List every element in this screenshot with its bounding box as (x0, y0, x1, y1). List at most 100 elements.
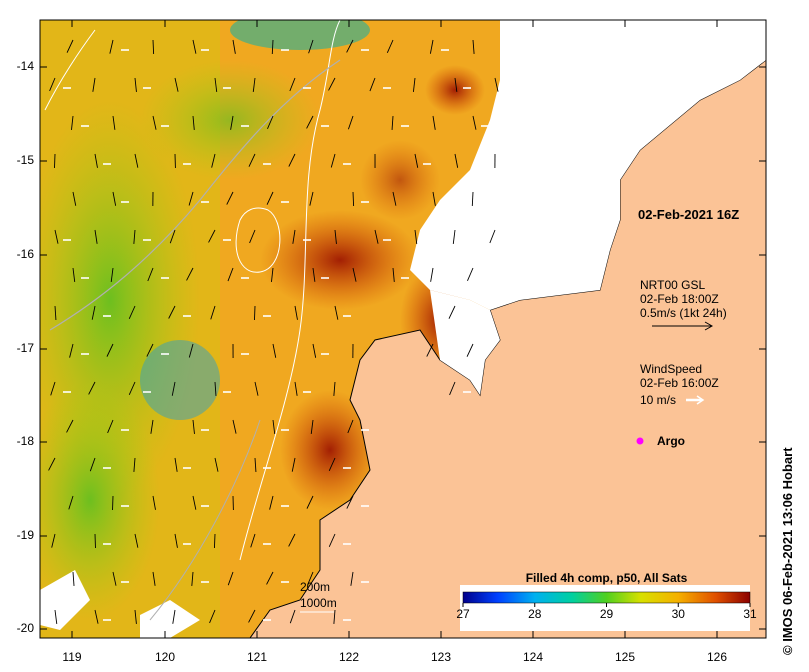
colorbar (462, 591, 751, 604)
current-arrow (150, 419, 154, 434)
current-arrow (211, 153, 216, 168)
current-arrow (307, 571, 314, 586)
current-arrow (249, 229, 256, 244)
current-arrow (72, 267, 76, 282)
current-arrow (392, 191, 397, 206)
current-arrow (386, 39, 394, 53)
current-arrow (69, 343, 74, 358)
current-arrow (472, 39, 475, 54)
current-arrow (134, 77, 137, 92)
currents-legend-line3: 0.5m/s (1kt 24h) (640, 306, 727, 320)
current-arrow (230, 115, 234, 130)
current-arrow (152, 571, 156, 586)
current-arrow (128, 305, 136, 319)
longitude-tick-label: 119 (62, 650, 82, 664)
current-arrow (110, 267, 114, 282)
current-arrow (152, 115, 157, 130)
current-arrow (72, 571, 75, 586)
current-arrow (292, 229, 296, 244)
current-arrow (109, 39, 114, 54)
current-arrow (71, 115, 74, 130)
current-arrow (188, 343, 194, 358)
current-arrow (66, 39, 74, 53)
current-arrow (250, 533, 256, 548)
current-arrow (214, 381, 217, 396)
current-arrow (146, 343, 154, 357)
timestamp-label: 02-Feb-2021 16Z (638, 207, 740, 222)
currents-legend-line2: 02-Feb 18:00Z (640, 292, 719, 306)
current-arrow (310, 419, 314, 434)
current-arrow (214, 457, 219, 472)
current-arrow (169, 229, 176, 244)
current-arrow (54, 305, 57, 320)
current-arrow (226, 191, 234, 205)
current-arrow (333, 381, 336, 396)
longitude-tick-label: 123 (430, 650, 452, 664)
current-arrow (454, 77, 458, 92)
current-arrow (267, 115, 274, 130)
current-arrow (210, 305, 216, 320)
plot-frame (39, 19, 767, 639)
current-arrow (432, 115, 436, 130)
longitude-tick-label: 122 (338, 650, 360, 664)
current-arrow (392, 267, 395, 282)
current-arrow (312, 343, 317, 358)
colorbar-tick-label: 28 (528, 607, 542, 621)
current-arrow (254, 305, 256, 321)
current-arrow (391, 115, 394, 130)
current-arrow (472, 115, 477, 130)
current-arrow (254, 457, 257, 472)
colorbar-tick-label: 29 (599, 607, 614, 621)
current-arrow (214, 77, 218, 92)
current-arrow (289, 77, 296, 92)
latitude-tick-label: -15 (16, 153, 34, 167)
current-arrow (430, 267, 434, 282)
current-arrow (369, 77, 376, 92)
current-arrow (467, 267, 474, 282)
longitude-tick-label: 126 (706, 650, 728, 664)
latitude-tick-label: -16 (16, 247, 34, 261)
current-arrow (128, 381, 136, 395)
current-arrow (213, 533, 216, 549)
current-arrow (232, 39, 236, 54)
current-arrow (429, 39, 434, 54)
current-arrow (272, 419, 276, 434)
latitude-tick-label: -14 (16, 59, 34, 73)
current-arrow (91, 305, 96, 320)
current-arrow (192, 115, 195, 130)
current-arrow (271, 39, 274, 55)
current-arrow (134, 153, 139, 168)
longitude-tick-label: 121 (246, 650, 268, 664)
current-arrow (294, 305, 298, 320)
current-arrow (352, 267, 357, 282)
current-arrow (133, 457, 136, 472)
current-arrow (54, 609, 58, 624)
current-arrow (49, 77, 56, 92)
current-arrow (414, 229, 418, 244)
current-arrow (272, 343, 277, 358)
currents-legend-line1: NRT00 GSL (640, 278, 706, 292)
current-arrow (54, 153, 56, 169)
current-arrow (174, 533, 178, 548)
current-arrow (328, 457, 336, 471)
current-arrow (174, 457, 178, 472)
map-plot-area (40, 20, 766, 638)
current-arrow (471, 191, 474, 207)
current-arrow (350, 571, 354, 586)
current-arrow (50, 381, 56, 396)
current-arrow (288, 533, 296, 547)
current-arrow (271, 267, 274, 282)
current-arrow (454, 153, 459, 168)
current-arrow (51, 533, 56, 548)
current-arrow (227, 267, 234, 282)
current-arrow (254, 381, 259, 396)
current-arrow (94, 609, 99, 624)
current-arrow (192, 419, 195, 434)
current-arrow (232, 419, 237, 434)
current-arrow (306, 495, 314, 509)
argo-legend-label: Argo (657, 434, 685, 448)
colorbar-tick-label: 27 (456, 607, 470, 621)
current-arrow (168, 305, 176, 319)
current-arrow (134, 609, 137, 624)
